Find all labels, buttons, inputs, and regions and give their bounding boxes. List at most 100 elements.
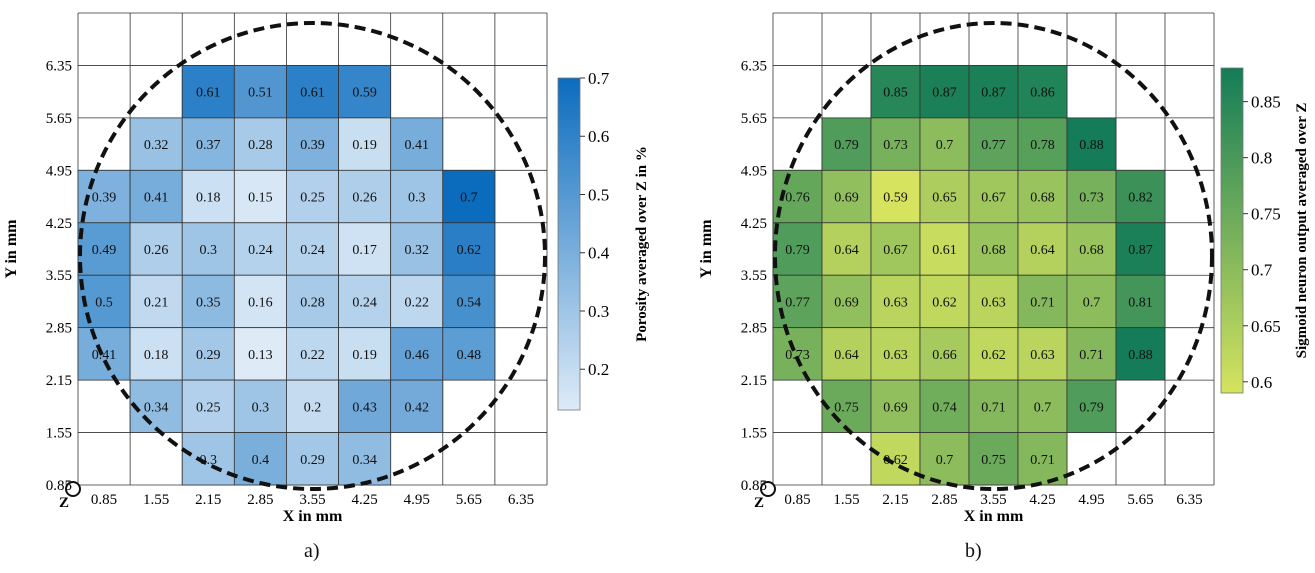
cell-value-label: 0.26 bbox=[352, 191, 377, 206]
cell-value-label: 0.25 bbox=[300, 191, 325, 206]
x-tick-label: 6.35 bbox=[508, 492, 534, 508]
origin-marker bbox=[760, 481, 776, 497]
y-tick-label: 4.25 bbox=[46, 216, 72, 232]
heatmap-cell bbox=[286, 432, 339, 486]
cell-value-label: 0.69 bbox=[834, 295, 859, 310]
heatmap-cell bbox=[1017, 117, 1068, 171]
cell-value-label: 0.64 bbox=[834, 243, 859, 258]
cell-value-label: 0.22 bbox=[300, 348, 325, 363]
cell-value-label: 0.35 bbox=[196, 295, 221, 310]
cell-value-label: 0.22 bbox=[404, 295, 429, 310]
y-tick-label: 1.55 bbox=[46, 426, 72, 442]
cell-value-label: 0.25 bbox=[196, 400, 221, 415]
colorbar-label: Porosity averaged over Z in % bbox=[634, 146, 650, 342]
cell-value-label: 0.71 bbox=[981, 400, 1006, 415]
colorbar-tick-label: 0.85 bbox=[1251, 93, 1281, 112]
cell-value-label: 0.18 bbox=[196, 191, 221, 206]
heatmap-cell bbox=[233, 274, 287, 329]
x-tick-label: 3.55 bbox=[299, 492, 325, 508]
x-tick-label: 2.15 bbox=[195, 492, 221, 508]
heatmap-cell bbox=[286, 274, 339, 329]
cell-value-label: 0.76 bbox=[785, 191, 810, 206]
cell-value-label: 0.75 bbox=[981, 453, 1006, 468]
cell-value-label: 0.29 bbox=[300, 453, 325, 468]
heatmap-cell bbox=[821, 327, 872, 381]
cell-value-label: 0.15 bbox=[248, 191, 273, 206]
cell-value-label: 0.62 bbox=[883, 453, 908, 468]
heatmap-cell bbox=[181, 379, 235, 433]
heatmap-cell bbox=[233, 379, 287, 433]
x-tick-label: 0.85 bbox=[91, 492, 117, 508]
colorbar-tick-label: 0.7 bbox=[588, 69, 610, 88]
cell-value-label: 0.3 bbox=[252, 400, 270, 415]
cell-value-label: 0.66 bbox=[932, 348, 957, 363]
cell-value-label: 0.67 bbox=[981, 191, 1006, 206]
heatmap-cell bbox=[181, 65, 235, 119]
y-tick-label: 3.55 bbox=[741, 268, 767, 284]
cell-value-label: 0.5 bbox=[95, 295, 113, 310]
y-tick-label: 2.15 bbox=[46, 373, 72, 389]
heatmap-cell bbox=[129, 222, 183, 276]
y-tick-label: 1.55 bbox=[741, 426, 767, 442]
cell-value-label: 0.61 bbox=[932, 243, 957, 258]
porosity-heatmap-chart: 0.61 0.51 0.61 0.590.32 0.37 0.28 0.39 0.19 0.41… bbox=[3, 12, 650, 525]
cell-value-label: 0.17 bbox=[352, 243, 377, 258]
cell-value-label: 0.28 bbox=[248, 138, 273, 153]
cell-value-label: 0.62 bbox=[932, 295, 957, 310]
cell-value-label: 0.28 bbox=[300, 295, 325, 310]
caption-b: b) bbox=[965, 540, 982, 562]
heatmap-cell bbox=[390, 169, 444, 224]
heatmap-cell bbox=[1115, 327, 1166, 381]
cell-value-label: 0.85 bbox=[883, 86, 908, 101]
cell-value-label: 0.41 bbox=[144, 191, 169, 206]
heatmap-cell bbox=[968, 327, 1019, 381]
heatmap-cell bbox=[919, 379, 970, 433]
heatmap-cell bbox=[919, 65, 970, 119]
heatmap-cell bbox=[181, 432, 235, 486]
colorbar-tick-label: 0.4 bbox=[588, 244, 610, 263]
heatmap-cell bbox=[442, 274, 496, 329]
cell-value-label: 0.87 bbox=[932, 86, 957, 101]
cell-value-label: 0.3 bbox=[408, 191, 426, 206]
heatmap-cell bbox=[390, 379, 444, 433]
heatmap-cell bbox=[870, 274, 921, 329]
colorbar-tick-label: 0.3 bbox=[588, 302, 609, 321]
cell-value-label: 0.63 bbox=[981, 295, 1006, 310]
cell-value-label: 0.68 bbox=[1030, 191, 1055, 206]
heatmap-cell bbox=[286, 65, 339, 119]
x-axis-label: X in mm bbox=[964, 508, 1024, 525]
x-tick-label: 4.25 bbox=[1029, 492, 1055, 508]
y-tick-label: 0.85 bbox=[46, 478, 72, 494]
heatmap-cell bbox=[286, 379, 339, 433]
origin-axis-label: Z bbox=[59, 495, 69, 511]
cell-value-label: 0.63 bbox=[883, 348, 908, 363]
cell-value-label: 0.19 bbox=[352, 348, 377, 363]
y-tick-label: 3.55 bbox=[46, 268, 72, 284]
heatmap-cell bbox=[1017, 222, 1068, 276]
heatmap-cell bbox=[233, 327, 287, 381]
y-tick-label: 5.65 bbox=[46, 111, 72, 127]
cell-value-label: 0.16 bbox=[248, 295, 273, 310]
colorbar-tick-label: 0.8 bbox=[1251, 149, 1272, 168]
origin-axis-label: Z bbox=[754, 495, 764, 511]
heatmap-cell bbox=[870, 327, 921, 381]
colorbar bbox=[1220, 67, 1244, 394]
x-tick-label: 5.65 bbox=[456, 492, 482, 508]
heatmap-cell bbox=[181, 327, 235, 381]
heatmap-cell bbox=[77, 222, 131, 276]
heatmap-cell bbox=[919, 169, 970, 224]
y-axis-label: Y in mm bbox=[3, 219, 20, 279]
cell-value-label: 0.88 bbox=[1128, 348, 1153, 363]
cell-value-label: 0.78 bbox=[1030, 138, 1055, 153]
heatmap-cell bbox=[1066, 274, 1117, 329]
cell-value-label: 0.79 bbox=[834, 138, 859, 153]
cell-value-label: 0.24 bbox=[352, 295, 377, 310]
cell-value-label: 0.62 bbox=[457, 243, 482, 258]
cell-value-label: 0.86 bbox=[1030, 86, 1055, 101]
heatmap-cell bbox=[772, 327, 823, 381]
heatmap-cell bbox=[233, 65, 287, 119]
heatmap-cell bbox=[1017, 379, 1068, 433]
cell-value-label: 0.19 bbox=[352, 138, 377, 153]
cell-value-label: 0.48 bbox=[457, 348, 482, 363]
x-tick-label: 2.15 bbox=[882, 492, 908, 508]
